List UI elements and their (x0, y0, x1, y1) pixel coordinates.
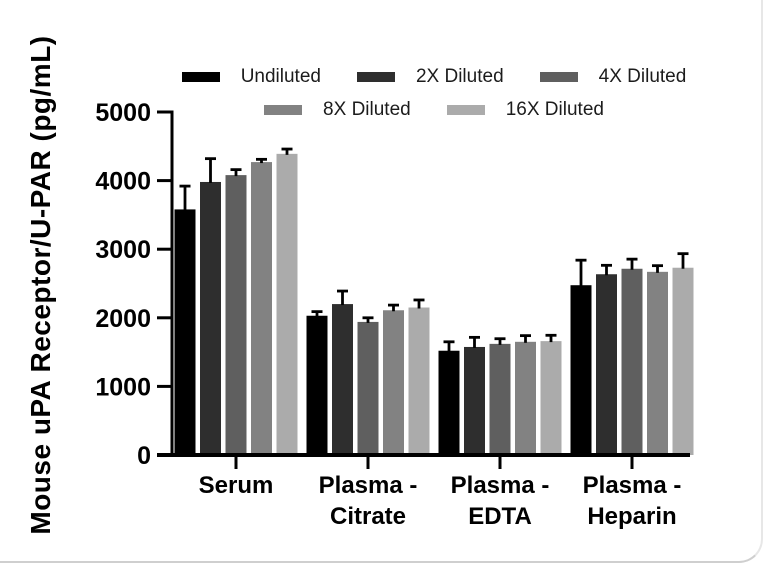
legend: Undiluted 2X Diluted 4X Diluted 8X Diluted 1… (170, 66, 698, 121)
legend-swatch-icon (264, 105, 303, 115)
legend-item-undiluted: Undiluted (181, 66, 321, 88)
legend-row: Undiluted 2X Diluted 4X Diluted (181, 66, 687, 88)
y-tick-label: 4000 (95, 168, 151, 196)
y-tick-label: 1000 (95, 373, 151, 401)
bar-undiluted-plasma-edta (438, 350, 460, 455)
x-category-label-plasma-heparin: Heparin (587, 503, 676, 530)
legend-item-2x-diluted: 2X Diluted (356, 66, 504, 88)
bar-2x-diluted-plasma-heparin (596, 274, 617, 455)
bar-4x-diluted-serum (225, 175, 247, 455)
bar-4x-diluted-plasma-citrate (357, 321, 379, 455)
legend-label: 8X Diluted (323, 99, 411, 120)
x-category-label-plasma-heparin: Plasma - (583, 472, 682, 499)
legend-item-8x-diluted: 8X Diluted (264, 99, 411, 121)
bar-undiluted-plasma-heparin (570, 285, 592, 455)
legend-label: Undiluted (240, 66, 321, 87)
bar-4x-diluted-plasma-edta (489, 343, 511, 455)
x-category-label-serum: Serum (199, 472, 274, 499)
legend-item-16x-diluted: 16X Diluted (446, 99, 604, 121)
bar-16x-diluted-plasma-heparin (672, 267, 694, 455)
bar-8x-diluted-serum (251, 162, 272, 455)
legend-swatch-icon (181, 72, 220, 82)
legend-row: 8X Diluted 16X Diluted (264, 99, 604, 121)
legend-item-4x-diluted: 4X Diluted (539, 66, 687, 88)
bar-16x-diluted-plasma-citrate (408, 307, 430, 455)
x-category-label-plasma-citrate: Plasma - (319, 472, 418, 499)
x-category-label-plasma-edta: EDTA (468, 503, 532, 530)
bar-16x-diluted-serum (276, 153, 298, 455)
bar-undiluted-serum (174, 209, 196, 455)
bar-8x-diluted-plasma-edta (515, 341, 536, 455)
legend-label: 2X Diluted (415, 66, 504, 87)
y-tick-label: 5000 (95, 99, 151, 127)
y-tick-label: 0 (137, 442, 151, 470)
bar-8x-diluted-plasma-citrate (383, 310, 404, 455)
bar-undiluted-plasma-citrate (306, 315, 328, 455)
x-category-label-plasma-citrate: Citrate (330, 503, 406, 530)
bar-16x-diluted-plasma-edta (540, 341, 562, 455)
legend-label: 4X Diluted (598, 66, 687, 87)
legend-label: 16X Diluted (505, 99, 604, 120)
bar-2x-diluted-plasma-edta (464, 346, 485, 455)
bar-8x-diluted-plasma-heparin (647, 271, 668, 455)
y-tick-label: 3000 (95, 236, 151, 264)
bar-2x-diluted-plasma-citrate (332, 304, 353, 455)
x-category-label-plasma-edta: Plasma - (451, 472, 550, 499)
legend-swatch-icon (539, 72, 578, 82)
legend-swatch-icon (446, 105, 485, 115)
bar-2x-diluted-serum (200, 181, 221, 456)
legend-swatch-icon (356, 72, 395, 82)
bar-4x-diluted-plasma-heparin (621, 268, 643, 455)
y-tick-label: 2000 (95, 305, 151, 333)
